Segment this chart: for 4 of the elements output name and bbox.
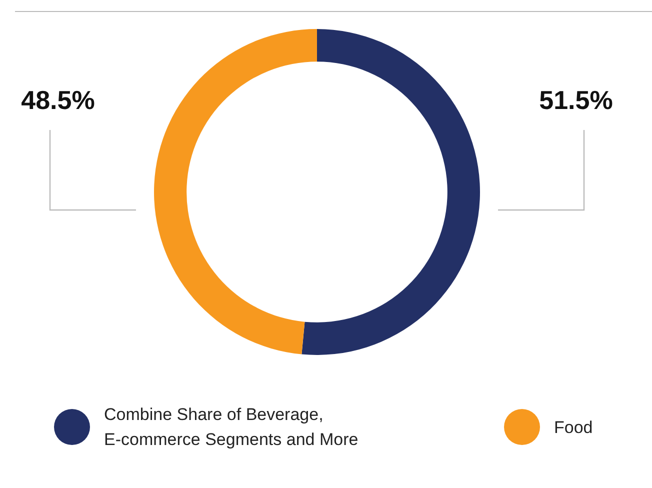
category-label: Combine Share of Beverage, E-commerce Segments and More bbox=[104, 405, 358, 449]
legend-label: Food bbox=[554, 416, 593, 438]
data-label: 51.5% bbox=[539, 85, 613, 116]
data-label: 48.5% bbox=[21, 85, 95, 116]
